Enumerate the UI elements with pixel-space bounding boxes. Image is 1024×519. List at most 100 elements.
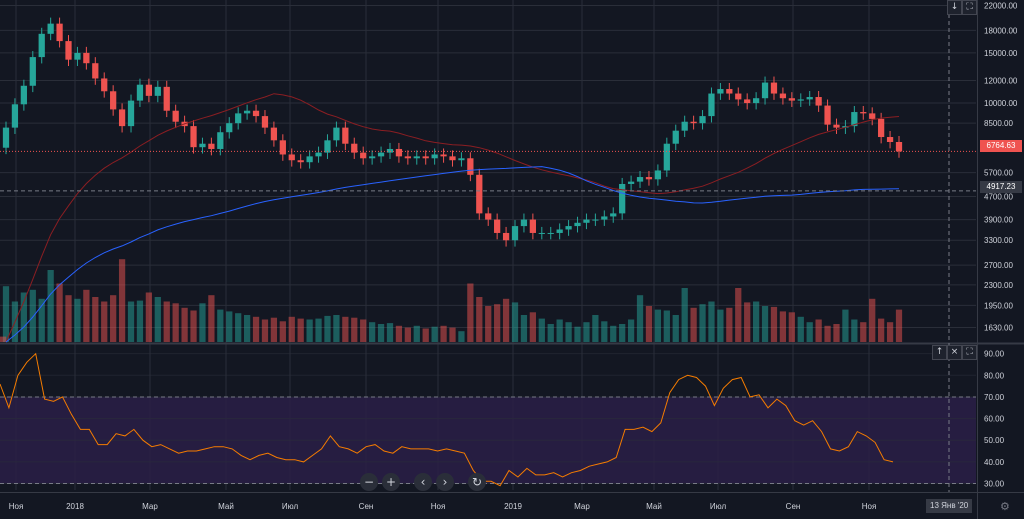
volume-bar — [583, 322, 590, 342]
candle-body — [440, 154, 447, 157]
volume-bar — [744, 302, 751, 342]
price-tick-label: 3300.00 — [984, 236, 1013, 245]
rsi-tick-label: 30.00 — [984, 480, 1005, 489]
candle-body — [806, 97, 813, 100]
volume-bar — [235, 313, 242, 342]
candle-body — [154, 86, 161, 96]
x-tick-label: 2019 — [504, 502, 522, 511]
volume-bar — [636, 295, 644, 342]
candle-body — [118, 109, 126, 127]
volume-bar — [118, 259, 126, 342]
volume-bar — [815, 319, 822, 342]
reset-chart-button[interactable]: ↻ — [468, 473, 486, 491]
candle-body — [851, 112, 858, 127]
candle-body — [601, 216, 608, 220]
volume-bar — [610, 325, 617, 342]
candle-body — [627, 181, 635, 184]
candle-body — [511, 226, 519, 241]
scroll-right-button[interactable]: › — [436, 473, 454, 491]
candle-body — [815, 97, 822, 106]
candle-body — [878, 118, 885, 138]
candle-body — [779, 93, 787, 99]
gear-icon[interactable]: ⚙ — [1000, 500, 1010, 513]
candle-body — [708, 93, 715, 117]
candle-body — [690, 121, 697, 124]
price-tick-label: 15000.00 — [984, 49, 1018, 58]
volume-bar — [369, 322, 376, 342]
candle-body — [699, 116, 706, 124]
volume-bar — [735, 288, 742, 342]
zoom-out-button[interactable]: − — [360, 473, 378, 491]
candle-body — [654, 170, 662, 180]
volume-bar — [431, 326, 438, 342]
volume-bar — [65, 295, 72, 342]
volume-bar — [181, 307, 188, 342]
volume-bar — [351, 317, 358, 342]
x-tick-label: Мар — [574, 502, 590, 511]
pane-close-icon[interactable]: × — [947, 345, 962, 360]
candle-body — [735, 93, 742, 100]
candle-body — [529, 219, 536, 233]
volume-bar — [797, 316, 804, 342]
candle-body — [369, 156, 376, 159]
candle-body — [565, 226, 572, 230]
scroll-left-button[interactable]: ‹ — [414, 473, 432, 491]
candle-body — [467, 158, 474, 175]
price-tick-label: 1950.00 — [984, 301, 1013, 310]
price-tick-label: 10000.00 — [984, 99, 1018, 108]
price-tick-label: 5700.00 — [984, 169, 1013, 178]
volume-bar — [360, 319, 367, 342]
candle-body — [83, 52, 90, 64]
candle-body — [538, 232, 545, 234]
volume-bar — [806, 322, 813, 342]
volume-bar — [458, 331, 465, 342]
candle-body — [636, 177, 644, 182]
volume-bar — [878, 318, 885, 342]
x-tick-label: Ноя — [9, 502, 24, 511]
volume-bar — [494, 304, 501, 342]
volume-bar — [154, 297, 161, 342]
price-tick-label: 22000.00 — [984, 2, 1018, 11]
candle-body — [886, 137, 894, 143]
candle-body — [190, 126, 197, 148]
volume-bar — [699, 304, 706, 342]
volume-bar — [592, 315, 599, 342]
volume-bar — [467, 283, 474, 342]
volume-bar — [788, 312, 795, 342]
price-tick-label: 2300.00 — [984, 281, 1013, 290]
volume-bar — [565, 322, 572, 342]
pane-maximize-icon[interactable]: ⛶ — [962, 345, 977, 360]
rsi-tick-label: 80.00 — [984, 371, 1005, 380]
candle-body — [199, 143, 206, 148]
candle-body — [163, 86, 170, 111]
candle-body — [619, 183, 626, 214]
volume-bar — [476, 297, 483, 342]
volume-bar — [511, 302, 519, 342]
zoom-in-button[interactable]: + — [382, 473, 400, 491]
x-tick-label: Сен — [359, 502, 374, 511]
candle-body — [110, 91, 117, 110]
rsi-tick-label: 50.00 — [984, 436, 1005, 445]
volume-bar — [895, 309, 903, 342]
pane-move-up-icon[interactable]: ↑ — [932, 345, 947, 360]
volume-bar — [47, 270, 54, 342]
pane-maximize-icon[interactable]: ⛶ — [962, 0, 977, 15]
volume-bar — [770, 306, 778, 342]
volume-bar — [485, 306, 492, 342]
volume-bar — [270, 317, 278, 342]
volume-bar — [645, 306, 653, 342]
volume-bar — [136, 300, 144, 342]
price-tick-label: 1630.00 — [984, 324, 1013, 333]
candle-body — [449, 156, 456, 161]
candle-body — [20, 85, 27, 105]
volume-bar — [833, 324, 840, 342]
candle-body — [485, 213, 492, 220]
candle-body — [744, 99, 751, 104]
candle-body — [65, 41, 72, 60]
candle-body — [2, 127, 10, 148]
candle-body — [47, 23, 54, 34]
pane-move-down-icon[interactable]: ↓ — [947, 0, 962, 15]
candle-body — [333, 127, 340, 141]
